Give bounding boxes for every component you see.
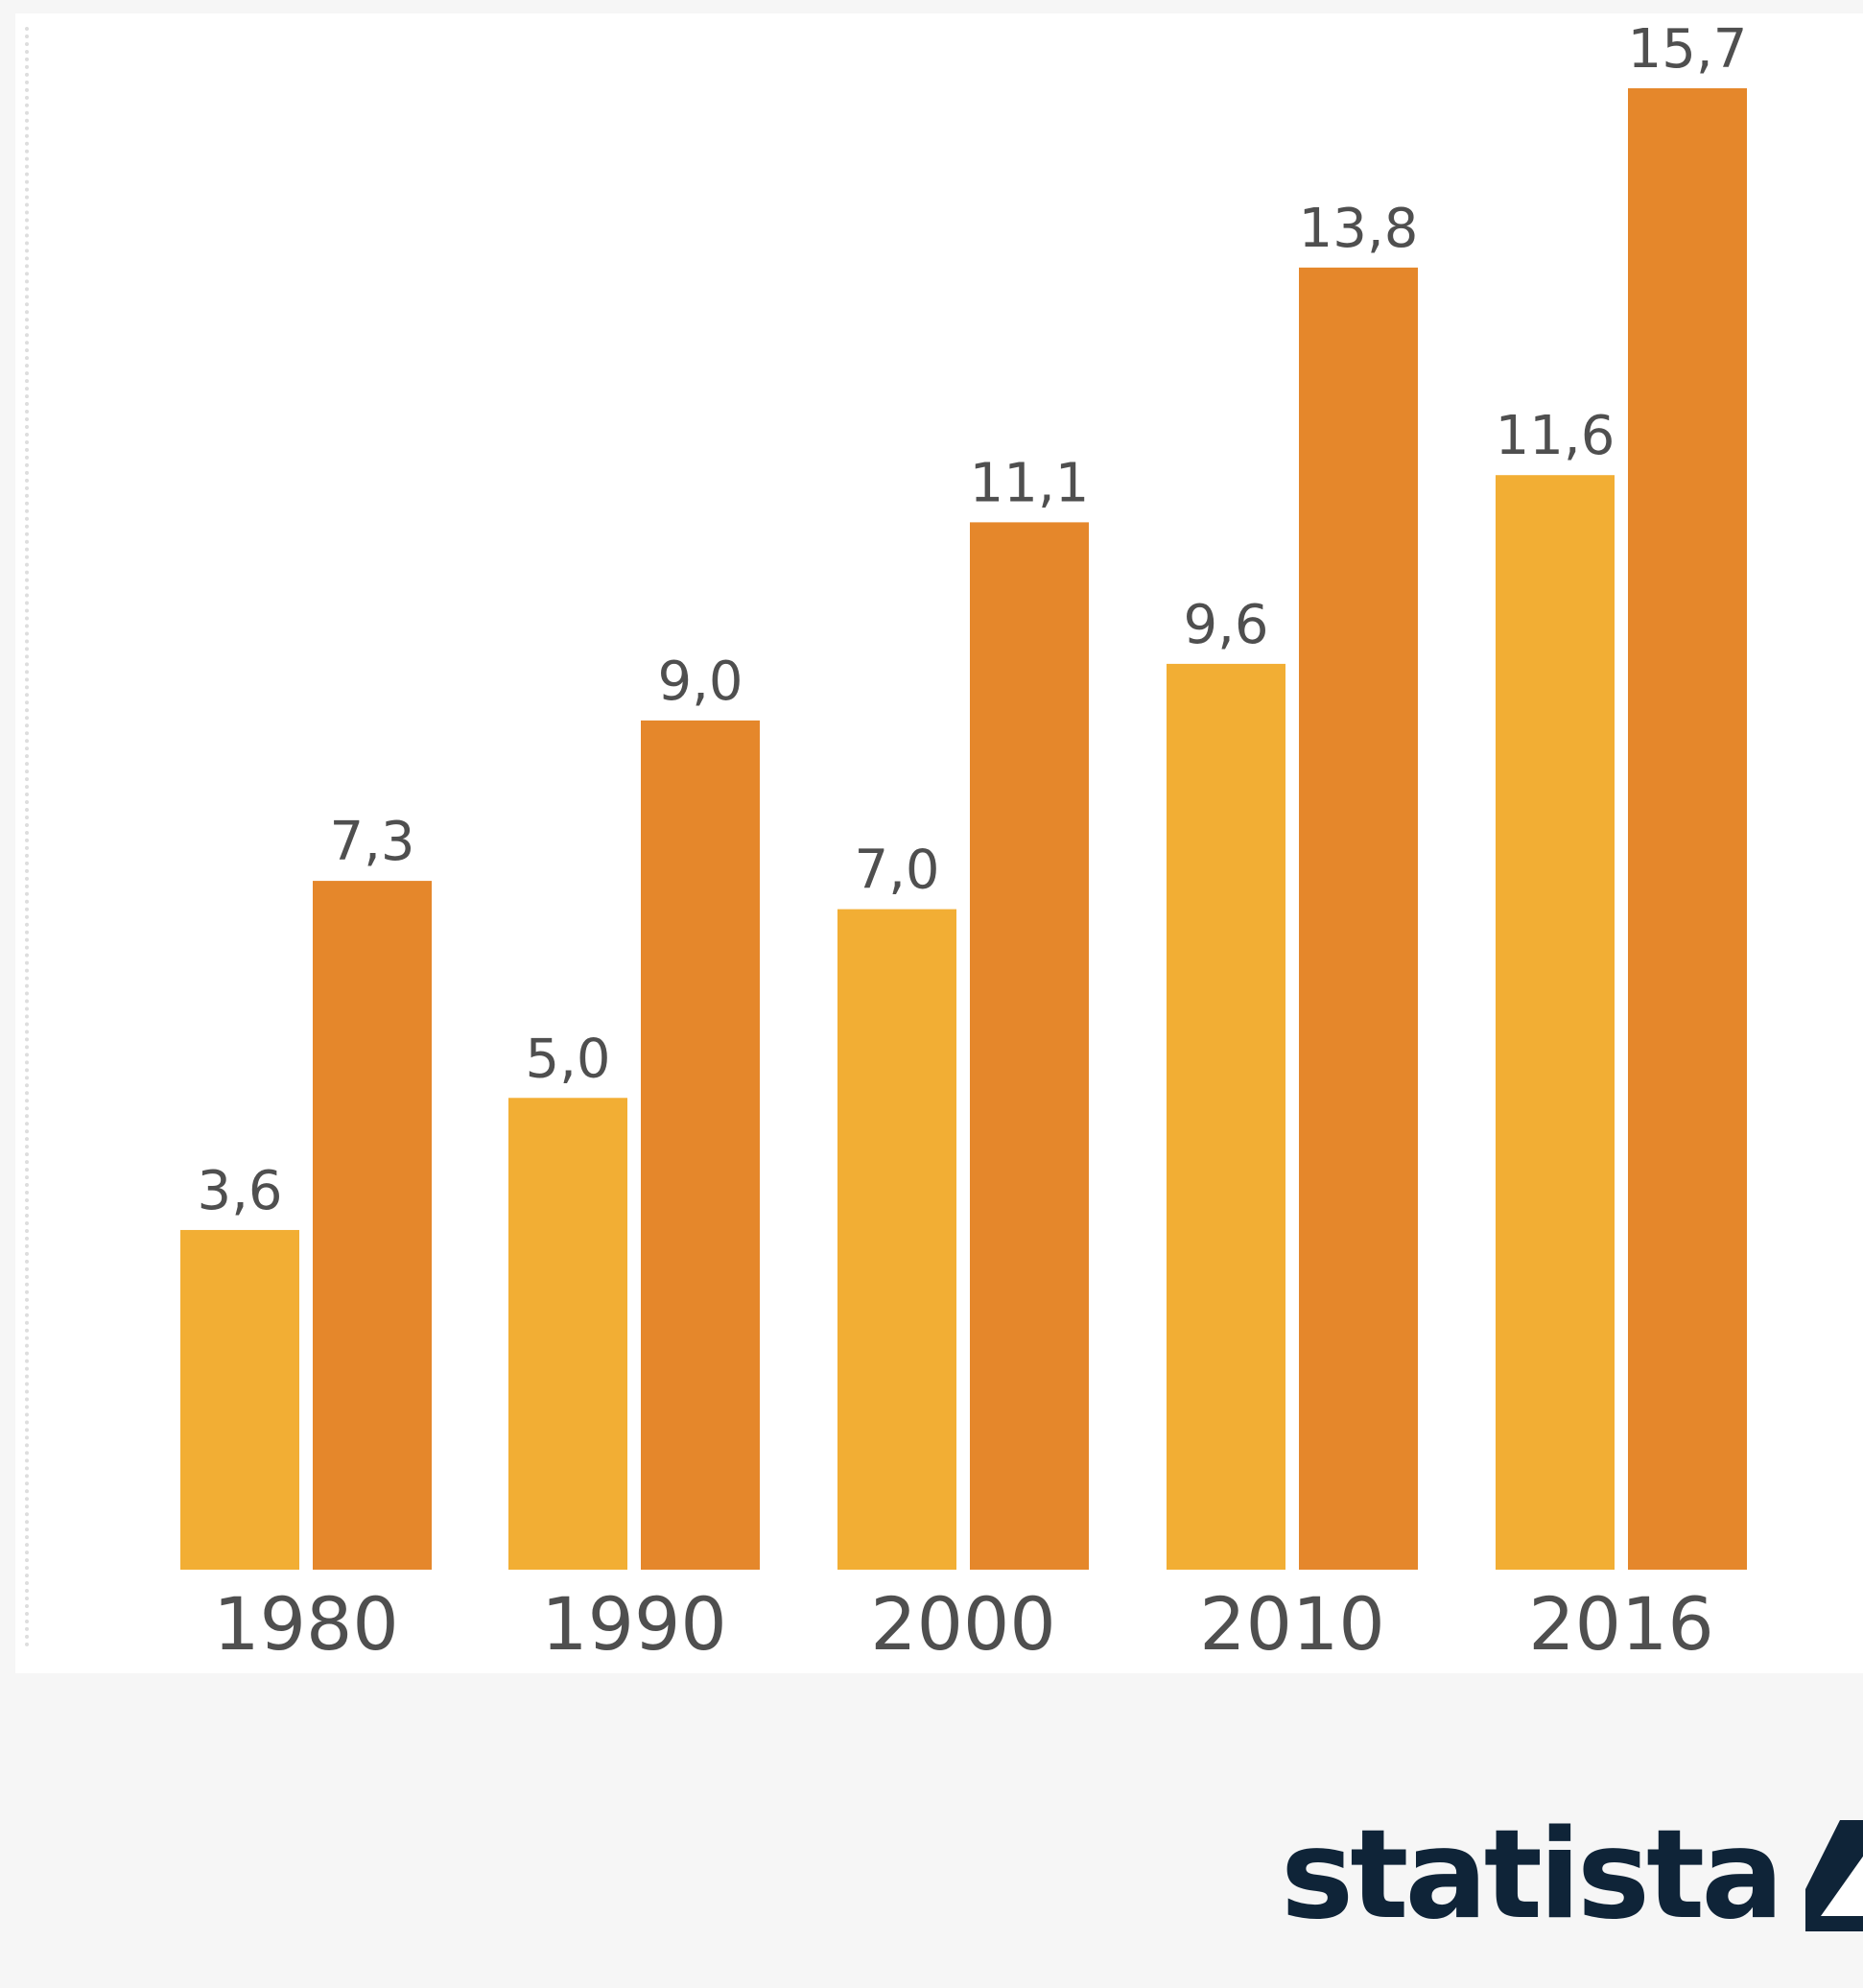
bar-2000-series-2 xyxy=(970,522,1089,1571)
bar-chart: 3,6 7,3 1980 5,0 9,0 1990 7,0 11,1 2000 9,6 13,8 20… xyxy=(180,18,1748,1667)
data-label-2016-series-2: 15,7 xyxy=(1628,18,1748,81)
bar-2016-series-2 xyxy=(1628,88,1747,1570)
statista-logo-icon xyxy=(1804,1820,1863,1931)
bar-1990-series-2 xyxy=(641,720,760,1570)
data-label-1990-series-2: 9,0 xyxy=(657,651,743,713)
x-tick-label-2010: 2010 xyxy=(1199,1581,1384,1667)
bar-2016-series-1 xyxy=(1496,475,1615,1570)
x-tick-label-2016: 2016 xyxy=(1528,1581,1713,1667)
data-label-2010-series-1: 9,6 xyxy=(1183,594,1268,656)
bar-1980-series-2 xyxy=(313,881,432,1570)
x-tick-label-1990: 1990 xyxy=(541,1581,726,1667)
bar-2010-series-2 xyxy=(1299,267,1418,1570)
brand-name: statista xyxy=(1281,1804,1784,1947)
data-label-1980-series-2: 7,3 xyxy=(329,811,414,873)
panel-border-dots xyxy=(25,27,29,1648)
bar-1990-series-1 xyxy=(508,1098,627,1570)
x-tick-label-1980: 1980 xyxy=(213,1581,398,1667)
data-label-1980-series-1: 3,6 xyxy=(197,1160,282,1222)
x-tick-label-2000: 2000 xyxy=(870,1581,1055,1667)
data-label-1990-series-1: 5,0 xyxy=(525,1028,610,1090)
bar-1980-series-1 xyxy=(180,1229,299,1570)
statista-logo[interactable]: statista xyxy=(1281,1804,1863,1948)
data-label-2000-series-2: 11,1 xyxy=(970,452,1090,514)
bar-2000-series-1 xyxy=(837,909,956,1570)
bar-2010-series-1 xyxy=(1167,663,1285,1570)
data-label-2010-series-2: 13,8 xyxy=(1299,198,1419,260)
data-label-2000-series-1: 7,0 xyxy=(854,840,939,902)
data-label-2016-series-1: 11,6 xyxy=(1496,405,1615,467)
